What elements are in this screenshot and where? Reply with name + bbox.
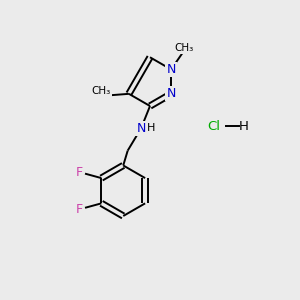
Text: F: F <box>76 203 83 216</box>
Text: N: N <box>167 63 176 76</box>
Text: N: N <box>167 87 176 100</box>
Text: N: N <box>136 122 146 135</box>
Text: H: H <box>146 123 155 133</box>
Text: Cl: Cl <box>207 120 220 133</box>
Text: H: H <box>239 120 249 133</box>
Text: F: F <box>76 166 83 178</box>
Text: CH₃: CH₃ <box>92 86 111 96</box>
Text: CH₃: CH₃ <box>174 43 194 53</box>
